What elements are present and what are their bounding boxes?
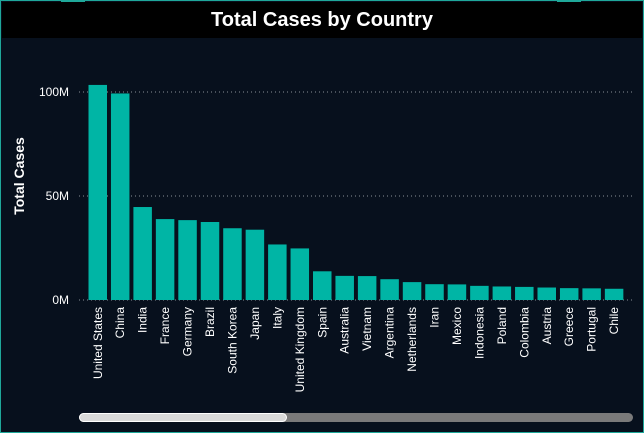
bar[interactable] <box>200 222 220 300</box>
bar[interactable] <box>268 244 287 300</box>
x-tick-label: Mexico <box>450 307 464 345</box>
x-tick-label: Netherlands <box>405 307 419 372</box>
x-tick-label: Austria <box>540 307 554 345</box>
bar[interactable] <box>559 288 579 300</box>
x-tick-label: Poland <box>495 307 509 344</box>
y-tick-label: 0M <box>52 293 69 307</box>
x-axis-ticks: United States China India France Germany Braz… <box>91 307 621 393</box>
x-tick-label: United States <box>91 307 105 379</box>
bar[interactable] <box>604 288 624 300</box>
bar[interactable] <box>425 284 444 300</box>
x-tick-label: South Korea <box>225 307 239 374</box>
scrollbar-thumb[interactable] <box>79 413 287 422</box>
bar[interactable] <box>380 279 399 300</box>
bar[interactable] <box>537 287 557 300</box>
bar[interactable] <box>133 207 152 300</box>
y-axis-label: Total Cases <box>11 137 27 215</box>
x-tick-label: Brazil <box>203 307 217 337</box>
x-tick-label: Indonesia <box>472 307 486 359</box>
bar[interactable] <box>402 282 422 300</box>
x-tick-label: United Kingdom <box>293 307 307 392</box>
bar[interactable] <box>357 276 377 300</box>
bars <box>88 84 624 301</box>
x-tick-label: India <box>136 307 150 333</box>
x-tick-label: France <box>158 307 172 345</box>
y-tick-label: 50M <box>46 189 69 203</box>
bar[interactable] <box>223 228 242 300</box>
bar[interactable] <box>245 229 265 300</box>
x-tick-label: China <box>113 307 127 339</box>
x-tick-label: Japan <box>248 307 262 340</box>
x-tick-label: Spain <box>315 307 329 338</box>
bar[interactable] <box>335 275 354 300</box>
bar[interactable] <box>492 286 512 300</box>
x-tick-label: Chile <box>607 307 621 335</box>
x-tick-label: Germany <box>181 307 195 356</box>
bar[interactable] <box>88 84 108 300</box>
bar[interactable] <box>178 220 197 300</box>
bar[interactable] <box>582 288 601 300</box>
x-tick-label: Colombia <box>517 307 531 358</box>
bar[interactable] <box>313 271 332 300</box>
x-tick-label: Vietnam <box>360 307 374 351</box>
bar[interactable] <box>515 286 534 300</box>
x-tick-label: Greece <box>562 307 576 347</box>
bar[interactable] <box>290 248 310 300</box>
x-tick-label: Italy <box>270 307 284 329</box>
bar[interactable] <box>110 93 130 301</box>
bar[interactable] <box>470 285 489 300</box>
x-tick-label: Portugal <box>585 307 599 352</box>
chart-title: Total Cases by Country <box>2 2 642 38</box>
y-tick-label: 100M <box>39 85 69 99</box>
x-tick-label: Australia <box>338 307 352 354</box>
y-axis-ticks: 0M 50M 100M <box>39 85 69 307</box>
x-tick-label: Argentina <box>383 307 397 359</box>
bar[interactable] <box>447 284 467 300</box>
x-tick-label: Iran <box>428 307 442 328</box>
horizontal-scrollbar[interactable] <box>79 413 633 422</box>
bar[interactable] <box>155 219 175 300</box>
